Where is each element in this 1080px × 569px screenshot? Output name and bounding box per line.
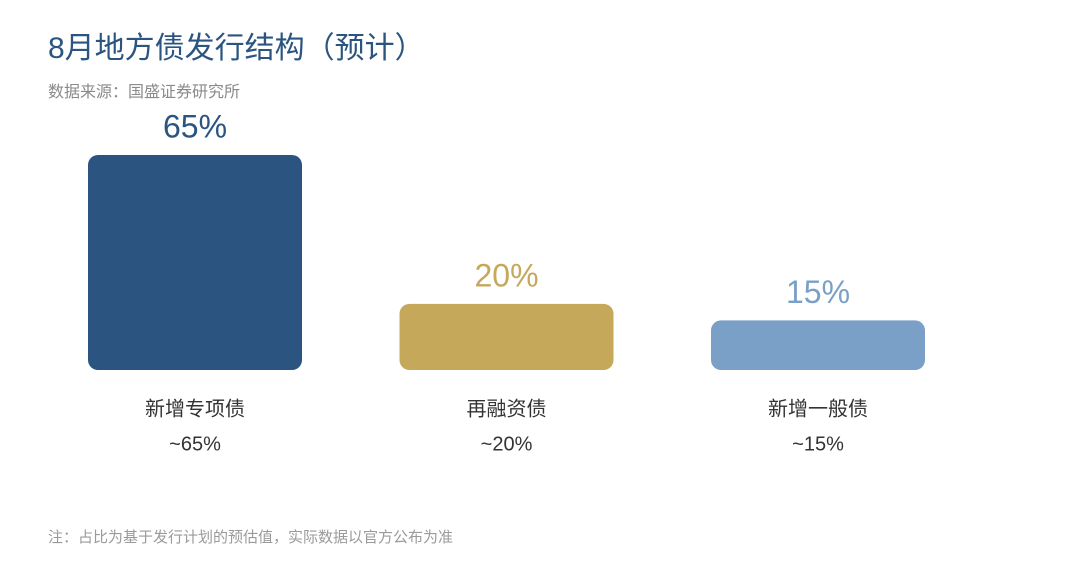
value-label: 15% — [786, 274, 850, 310]
approx-label: ~20% — [481, 433, 533, 455]
bar — [399, 303, 614, 370]
approx-label: ~15% — [792, 433, 844, 455]
value-label: 20% — [474, 257, 538, 293]
bar — [711, 320, 925, 370]
category-label: 新增一般债 — [768, 397, 868, 420]
footnote: 注：占比为基于发行计划的预估值，实际数据以官方公布为准 — [48, 529, 453, 546]
category-label: 再融资债 — [467, 397, 547, 420]
value-label: 65% — [163, 108, 227, 144]
chart-title: 8月地方债发行结构（预计） — [48, 32, 425, 65]
approx-label: ~65% — [169, 433, 221, 455]
chart-subtitle: 数据来源：国盛证券研究所 — [48, 83, 240, 101]
bar — [88, 155, 302, 370]
category-label: 新增专项债 — [145, 397, 245, 420]
